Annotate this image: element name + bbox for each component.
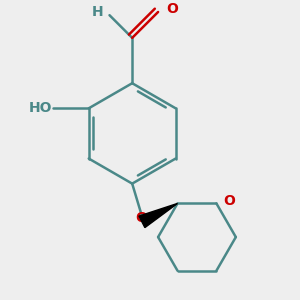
Text: O: O [223, 194, 235, 208]
Text: H: H [92, 5, 103, 19]
Text: HO: HO [28, 101, 52, 115]
Text: O: O [135, 211, 147, 225]
Text: O: O [167, 2, 178, 16]
Polygon shape [139, 203, 178, 228]
